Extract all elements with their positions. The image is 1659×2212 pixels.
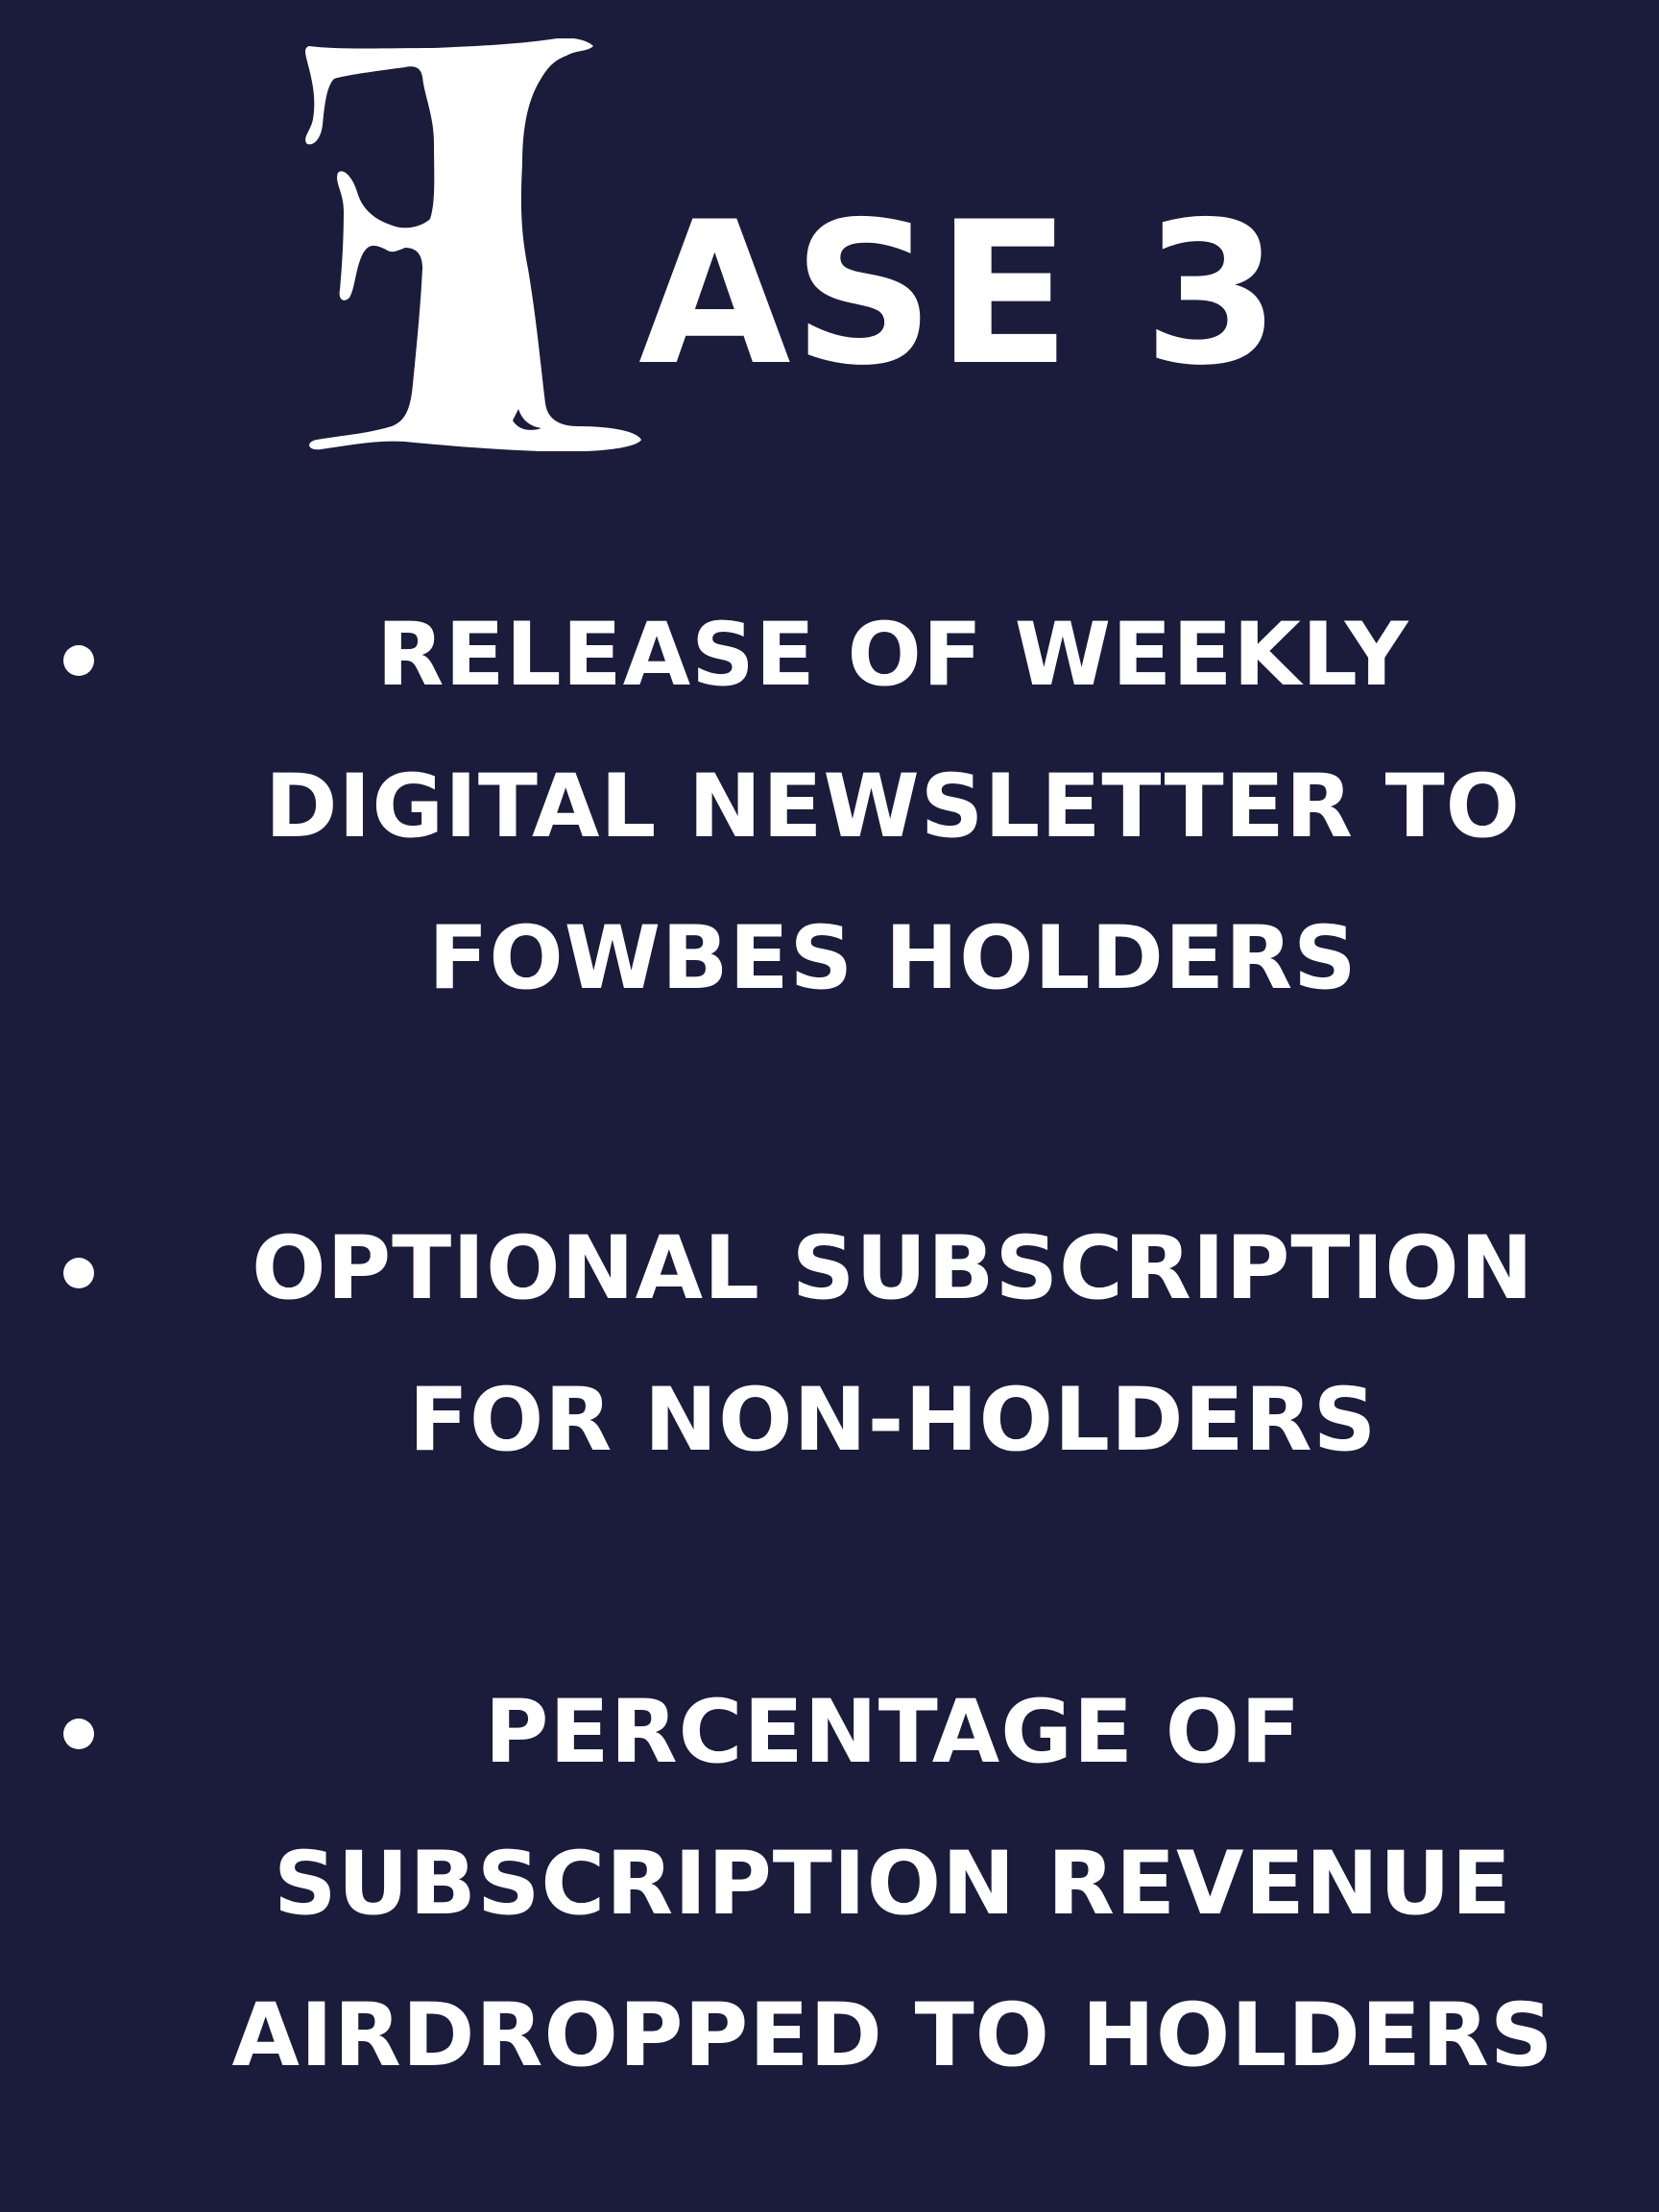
bullet-line: FOR NON-HOLDERS	[408, 1370, 1378, 1471]
bullet-item-revenue: PERCENTAGE OF SUBSCRIPTION REVENUE AIRDR…	[134, 1657, 1651, 2112]
bullet-line: OPTIONAL SUBSCRIPTION	[252, 1218, 1534, 1319]
bullet-item-subscription: OPTIONAL SUBSCRIPTION FOR NON-HOLDERS	[134, 1193, 1651, 1497]
page-title: F ASE 3	[0, 0, 1659, 461]
decorative-letter-f: F	[305, 38, 641, 451]
bullet-line: SUBSCRIPTION REVENUE	[274, 1834, 1512, 1935]
bullet-line: AIRDROPPED TO HOLDERS	[231, 1985, 1554, 2086]
bullet-icon	[63, 1258, 94, 1288]
bullet-line: PERCENTAGE OF	[484, 1682, 1302, 1783]
title-text: ASE 3	[638, 180, 1283, 409]
bullet-icon	[63, 645, 94, 676]
bullet-line: FOWBES HOLDERS	[428, 908, 1358, 1009]
bullet-icon	[63, 1719, 94, 1749]
bullet-line: RELEASE OF WEEKLY	[376, 605, 1409, 706]
bullet-line: DIGITAL NEWSLETTER TO	[264, 757, 1522, 857]
bullet-item-newsletter: RELEASE OF WEEKLY DIGITAL NEWSLETTER TO …	[134, 580, 1651, 1035]
